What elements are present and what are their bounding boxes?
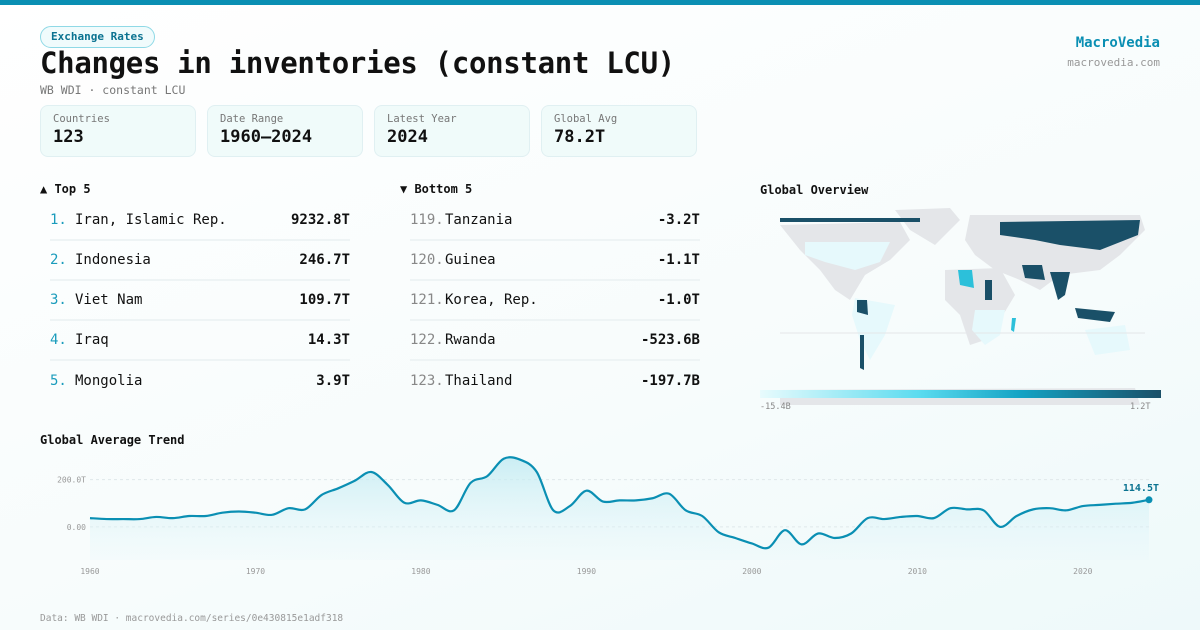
trend-chart: 0.00 200.0T 114.5T 1960 1970 1980 1990 2000 2010…: [57, 456, 1159, 576]
stat-global-avg: Global Avg 78.2T: [541, 105, 697, 157]
country-value: -3.2T: [657, 212, 700, 228]
map-usa: [805, 242, 890, 270]
map-algeria: [958, 270, 974, 288]
rank: 121.: [410, 292, 444, 308]
rank: 120.: [410, 252, 444, 268]
list-item[interactable]: 123. Thailand -197.7B: [410, 361, 700, 401]
map-russia: [1000, 220, 1140, 250]
top5-list: 1. Iran, Islamic Rep. 9232.8T 2. Indonesia 24…: [50, 201, 350, 401]
map-heading: Global Overview: [760, 183, 869, 197]
map-greenland: [895, 208, 960, 245]
map-africa: [945, 268, 1015, 345]
country-value: -1.0T: [657, 292, 700, 308]
country-value: -523.6B: [640, 332, 700, 348]
x-tick-label: 1970: [246, 567, 265, 576]
trend-area: [90, 457, 1149, 560]
latest-value-label: 114.5T: [1123, 483, 1159, 494]
stat-label: Date Range: [220, 113, 284, 125]
map-indonesia: [1075, 308, 1115, 322]
country-name: Iran, Islamic Rep.: [75, 212, 227, 228]
country-name: Korea, Rep.: [445, 292, 538, 308]
country-value: -197.7B: [640, 373, 700, 389]
page-title: Changes in inventories (constant LCU): [40, 46, 675, 80]
map-chile: [860, 335, 864, 370]
map-india: [1050, 272, 1070, 300]
legend-max: 1.2T: [1130, 402, 1151, 412]
country-name: Guinea: [445, 252, 496, 268]
x-tick-label: 2010: [908, 567, 927, 576]
country-value: 14.3T: [307, 332, 350, 348]
world-map[interactable]: [760, 200, 1160, 410]
country-name: Mongolia: [75, 373, 143, 389]
rank: 2.: [50, 252, 67, 268]
stat-value: 2024: [387, 127, 428, 147]
rank: 119.: [410, 212, 444, 228]
map-africa-south: [972, 310, 1005, 345]
stat-value: 123: [53, 127, 84, 147]
stat-value: 78.2T: [554, 127, 606, 147]
country-name: Viet Nam: [75, 292, 143, 308]
y-tick-label: 200.0T: [57, 476, 86, 485]
country-value: -1.1T: [657, 252, 700, 268]
y-tick-label: 0.00: [67, 523, 86, 532]
map-madagascar: [1011, 318, 1016, 332]
latest-point: [1145, 496, 1153, 504]
list-item[interactable]: 5. Mongolia 3.9T: [50, 361, 350, 401]
map-iran: [1022, 265, 1045, 280]
stat-label: Countries: [53, 113, 110, 125]
stat-label: Global Avg: [554, 113, 618, 125]
rank: 5.: [50, 373, 67, 389]
bottom5-list: 119. Tanzania -3.2T 120. Guinea -1.1T 121. Kore…: [410, 201, 700, 401]
list-item[interactable]: 122. Rwanda -523.6B: [410, 321, 700, 361]
map-australia: [1085, 325, 1130, 355]
stats-row: Countries 123 Date Range 1960–2024 Latest …: [40, 105, 697, 157]
x-tick-label: 2000: [742, 567, 761, 576]
top-accent-bar: [0, 0, 1200, 5]
country-name: Rwanda: [445, 332, 496, 348]
footer-source: Data: WB WDI · macrovedia.com/series/0e4…: [40, 613, 344, 624]
country-name: Indonesia: [75, 252, 151, 268]
x-tick-label: 1990: [577, 567, 596, 576]
stat-label: Latest Year: [387, 113, 457, 125]
x-tick-label: 1960: [80, 567, 99, 576]
country-name: Iraq: [75, 332, 109, 348]
rank: 1.: [50, 212, 67, 228]
country-value: 246.7T: [299, 252, 350, 268]
list-item[interactable]: 119. Tanzania -3.2T: [410, 201, 700, 241]
map-russia-band: [780, 218, 920, 222]
top5-heading: ▲ Top 5: [40, 182, 91, 196]
rank: 122.: [410, 332, 444, 348]
list-item[interactable]: 4. Iraq 14.3T: [50, 321, 350, 361]
map-chad: [985, 280, 992, 300]
page-subtitle: WB WDI · constant LCU: [40, 83, 186, 97]
country-value: 3.9T: [316, 373, 350, 389]
brand-url[interactable]: macrovedia.com: [1067, 56, 1160, 69]
country-name: Thailand: [445, 373, 513, 389]
category-badge[interactable]: Exchange Rates: [40, 26, 155, 48]
brand-logo[interactable]: MacroVedia: [1075, 35, 1160, 51]
map-colombia: [857, 300, 868, 315]
rank: 4.: [50, 332, 67, 348]
rank: 123.: [410, 373, 444, 389]
stat-latest-year: Latest Year 2024: [374, 105, 530, 157]
stat-countries: Countries 123: [40, 105, 196, 157]
x-tick-label: 2020: [1073, 567, 1092, 576]
country-value: 109.7T: [299, 292, 350, 308]
rank: 3.: [50, 292, 67, 308]
bottom5-heading: ▼ Bottom 5: [400, 182, 473, 196]
map-color-legend: [760, 390, 1161, 398]
trend-heading: Global Average Trend: [40, 433, 185, 447]
list-item[interactable]: 121. Korea, Rep. -1.0T: [410, 281, 700, 321]
country-name: Tanzania: [445, 212, 513, 228]
list-item[interactable]: 120. Guinea -1.1T: [410, 241, 700, 281]
list-item[interactable]: 1. Iran, Islamic Rep. 9232.8T: [50, 201, 350, 241]
list-item[interactable]: 2. Indonesia 246.7T: [50, 241, 350, 281]
country-value: 9232.8T: [290, 212, 350, 228]
stat-date-range: Date Range 1960–2024: [207, 105, 363, 157]
x-tick-label: 1980: [411, 567, 430, 576]
legend-min: -15.4B: [760, 402, 791, 412]
stat-value: 1960–2024: [220, 127, 313, 147]
list-item[interactable]: 3. Viet Nam 109.7T: [50, 281, 350, 321]
